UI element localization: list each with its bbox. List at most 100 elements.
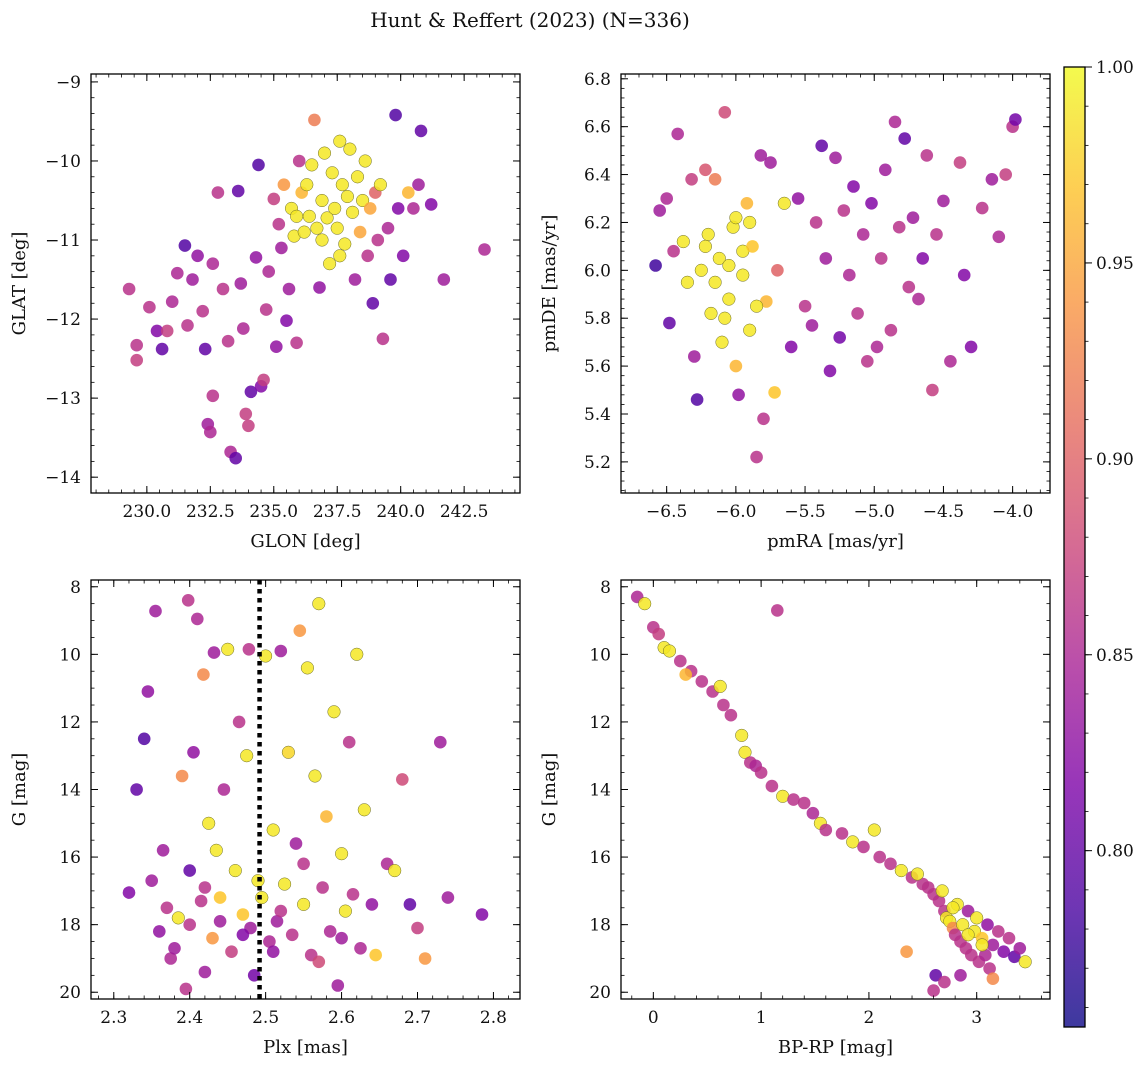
data-point bbox=[805, 319, 819, 332]
x-tick-label: 0 bbox=[648, 1008, 659, 1028]
y-tick-label: 6.0 bbox=[584, 261, 611, 281]
data-point bbox=[835, 827, 849, 840]
data-point bbox=[302, 209, 316, 223]
data-point bbox=[183, 918, 196, 931]
data-point bbox=[649, 259, 662, 272]
data-point bbox=[297, 897, 311, 911]
data-point bbox=[290, 336, 303, 350]
data-point bbox=[912, 292, 925, 306]
data-point bbox=[181, 594, 195, 607]
data-point bbox=[865, 197, 878, 210]
data-point bbox=[961, 928, 975, 942]
data-point bbox=[916, 252, 929, 265]
data-point bbox=[979, 948, 992, 962]
data-point bbox=[137, 732, 151, 746]
data-point bbox=[320, 810, 333, 823]
data-point bbox=[729, 359, 743, 373]
data-point bbox=[353, 225, 367, 239]
data-point bbox=[327, 705, 341, 719]
data-point bbox=[155, 342, 169, 356]
data-point bbox=[263, 935, 276, 948]
data-point bbox=[441, 891, 455, 904]
colorbar-tick-label: 0.95 bbox=[1096, 254, 1134, 274]
data-point bbox=[743, 323, 757, 337]
data-point bbox=[365, 898, 379, 911]
data-point bbox=[740, 197, 754, 210]
data-point bbox=[312, 597, 326, 611]
data-point bbox=[141, 685, 155, 698]
data-point bbox=[350, 647, 364, 661]
data-point bbox=[983, 962, 996, 975]
data-point bbox=[851, 307, 864, 320]
data-point bbox=[237, 322, 250, 335]
axes-frame bbox=[90, 73, 521, 494]
data-point bbox=[229, 451, 242, 465]
data-point bbox=[312, 955, 326, 969]
data-point bbox=[231, 184, 245, 198]
data-point bbox=[843, 268, 856, 282]
data-point bbox=[204, 425, 217, 439]
data-point bbox=[910, 867, 924, 881]
data-point bbox=[475, 908, 489, 921]
y-tick-label: 16 bbox=[59, 848, 81, 868]
x-tick-label: −6.5 bbox=[646, 502, 687, 522]
data-point bbox=[308, 113, 321, 127]
data-point bbox=[722, 258, 736, 273]
data-point bbox=[207, 646, 221, 659]
data-point bbox=[932, 894, 946, 908]
data-point bbox=[289, 837, 303, 850]
data-point bbox=[680, 275, 694, 289]
data-point bbox=[884, 323, 898, 337]
x-tick-label: 2.3 bbox=[100, 1008, 127, 1028]
x-axis-label: pmRA [mas/yr] bbox=[767, 531, 904, 552]
data-point bbox=[197, 668, 210, 681]
data-point bbox=[771, 264, 784, 277]
data-point bbox=[829, 151, 842, 165]
data-point bbox=[690, 393, 704, 406]
y-axis-label: G [mag] bbox=[539, 753, 560, 826]
data-point bbox=[333, 134, 347, 148]
x-tick-label: 2.6 bbox=[328, 1008, 355, 1028]
data-point bbox=[892, 220, 906, 234]
data-point bbox=[274, 644, 288, 658]
data-point bbox=[315, 233, 329, 247]
data-point bbox=[340, 189, 354, 204]
data-point bbox=[927, 984, 940, 997]
y-tick-label: 5.6 bbox=[584, 357, 611, 377]
data-point bbox=[847, 180, 860, 193]
data-point bbox=[240, 749, 254, 763]
data-point bbox=[345, 205, 360, 219]
data-point bbox=[1013, 942, 1027, 955]
data-point bbox=[992, 230, 1006, 244]
data-point bbox=[366, 297, 380, 310]
data-point bbox=[293, 624, 307, 637]
data-point bbox=[937, 194, 950, 208]
data-point bbox=[270, 340, 283, 354]
y-axis-label: GLAT [deg] bbox=[9, 232, 30, 336]
data-point bbox=[754, 766, 768, 779]
data-point bbox=[746, 240, 759, 253]
y-tick-label: 6.2 bbox=[584, 213, 611, 233]
colorbar-tick-label: 0.90 bbox=[1096, 450, 1134, 470]
data-point bbox=[874, 252, 888, 265]
data-point bbox=[660, 192, 673, 205]
data-point bbox=[797, 796, 811, 810]
colorbar: 0.80 0.85 0.90 0.95 1.00 bbox=[1063, 58, 1134, 1028]
data-point bbox=[704, 306, 718, 320]
data-point bbox=[323, 925, 337, 938]
data-point bbox=[906, 211, 920, 224]
data-point bbox=[662, 644, 677, 658]
x-tick-label: 2.7 bbox=[404, 1008, 431, 1028]
data-point bbox=[389, 108, 402, 122]
data-point bbox=[743, 215, 757, 229]
data-point bbox=[424, 198, 438, 211]
data-point bbox=[1018, 955, 1032, 969]
data-point bbox=[130, 353, 143, 367]
y-tick-label: 18 bbox=[59, 916, 81, 936]
x-tick-label: −4.5 bbox=[923, 502, 964, 522]
data-point bbox=[975, 201, 989, 215]
data-point bbox=[663, 316, 676, 330]
data-point bbox=[346, 888, 360, 901]
x-tick-label: 2.5 bbox=[252, 1008, 279, 1028]
